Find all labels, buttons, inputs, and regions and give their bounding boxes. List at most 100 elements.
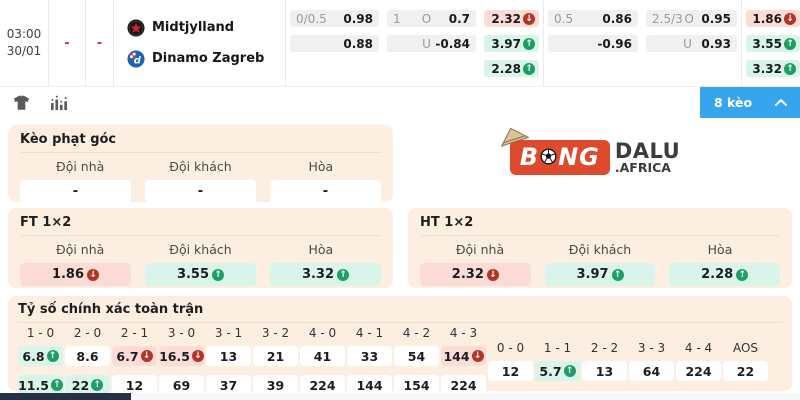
- trend-icon: [784, 37, 796, 50]
- 1x2-home-odds[interactable]: 1.86: [746, 10, 800, 27]
- score-odds-home[interactable]: 8.6: [65, 346, 110, 366]
- teams-column: Midtjylland d Dinamo Zagreb: [114, 0, 286, 86]
- away-team-link[interactable]: d Dinamo Zagreb: [127, 49, 285, 68]
- score-column-draw: 3 - 3 64: [629, 325, 674, 395]
- odds-panels-area: Kèo phạt góc Đội nhà Đội khách Hòa - - -…: [0, 118, 800, 400]
- 1x2-home-odds[interactable]: 2.32: [484, 10, 539, 27]
- ft-away-odds[interactable]: 3.55: [145, 263, 256, 286]
- score-label: 3 - 3: [637, 341, 666, 355]
- score-odds-draw[interactable]: 5.7: [535, 361, 580, 381]
- logo-right-text: DALU .AFRICA: [614, 138, 681, 174]
- score-odds-draw[interactable]: 22: [723, 361, 768, 381]
- kickoff-date: 30/01: [6, 44, 42, 58]
- home-header: Đội nhà: [56, 159, 105, 174]
- ah-home-odds[interactable]: 0.5 0.86: [548, 10, 638, 27]
- trend-icon: [212, 268, 225, 281]
- score-odds-home[interactable]: 33: [347, 346, 392, 366]
- ah-away-odds[interactable]: -0.96: [548, 35, 638, 52]
- overunder-odds-group-2: 2.5/3 O 0.95 U 0.93: [642, 0, 741, 86]
- score-column-draw: 1 - 1 5.7: [535, 325, 580, 395]
- 1x2-draw-odds[interactable]: 3.32: [746, 60, 800, 77]
- 1x2-odds-group-2: 1.86 3.55 3.32: [741, 0, 800, 86]
- corner-odds-panel: Kèo phạt góc Đội nhà Đội khách Hòa - - -: [8, 125, 393, 203]
- under-odds[interactable]: U 0.93: [646, 35, 737, 52]
- score-odds-away[interactable]: 22: [65, 375, 110, 395]
- score-odds-away[interactable]: 69: [159, 375, 204, 395]
- trend-icon: [784, 12, 796, 25]
- score-column: 2 - 0 8.6 22: [65, 325, 110, 395]
- score-odds-away[interactable]: 144: [347, 375, 392, 395]
- score-column-draw: AOS 22: [723, 325, 768, 395]
- score-odds-draw[interactable]: 224: [676, 361, 721, 381]
- dinamo-zagreb-logo-icon: d: [127, 49, 145, 68]
- corner-draw-odds[interactable]: -: [270, 180, 381, 203]
- match-row: 03:00 30/01 - - Midtjylland d: [0, 0, 800, 87]
- 1x2-away-odds[interactable]: 3.55: [746, 35, 800, 52]
- bets-count-label: 8 kèo: [714, 95, 753, 110]
- score-odds-home[interactable]: 54: [394, 346, 439, 366]
- corner-home-odds[interactable]: -: [20, 180, 131, 203]
- score-label: 4 - 3: [449, 326, 478, 340]
- score-odds-home[interactable]: 6.7: [112, 346, 157, 366]
- lineup-jersey-icon[interactable]: [13, 94, 30, 111]
- score-odds-home[interactable]: 21: [253, 346, 298, 366]
- logo-bong-box: B NG: [500, 127, 610, 175]
- corner-away-odds[interactable]: -: [145, 180, 256, 203]
- bongdalu-africa-logo: B NG DALU .AFRICA: [430, 124, 760, 190]
- trend-icon: [140, 350, 153, 362]
- ft-draw-odds[interactable]: 3.32: [270, 263, 381, 286]
- ht-home-odds[interactable]: 2.32: [420, 263, 531, 286]
- score-odds-home[interactable]: 41: [300, 346, 345, 366]
- trend-icon: [191, 350, 204, 362]
- home-team-link[interactable]: Midtjylland: [127, 18, 285, 37]
- ht-away-odds[interactable]: 3.97: [544, 263, 656, 286]
- stats-chart-icon[interactable]: [50, 95, 68, 111]
- score-odds-away[interactable]: 11.5: [18, 375, 63, 395]
- 1x2-odds-group-1: 2.32 3.97 2.28: [480, 0, 543, 86]
- score-odds-draw[interactable]: 12: [488, 361, 533, 381]
- trend-icon: [337, 268, 350, 281]
- ht-draw-odds[interactable]: 2.28: [669, 263, 781, 286]
- over-odds[interactable]: 2.5/3 O 0.95: [646, 10, 737, 27]
- under-odds[interactable]: U -0.84: [387, 35, 476, 52]
- ah-away-odds[interactable]: 0.88: [290, 35, 379, 52]
- bets-count-button[interactable]: 8 kèo: [700, 87, 800, 118]
- score-label: 2 - 0: [73, 326, 102, 340]
- logo-text-b: B: [519, 142, 540, 171]
- score-column: 4 - 1 33 144: [347, 325, 392, 395]
- home-header: Đội nhà: [56, 242, 105, 257]
- score-label: 2 - 1: [120, 326, 149, 340]
- score-column: 4 - 0 41 224: [300, 325, 345, 395]
- home-team-name: Midtjylland: [152, 20, 235, 35]
- score-odds-home[interactable]: 16.5: [159, 346, 204, 366]
- ah-home-odds[interactable]: 0/0.5 0.98: [290, 10, 379, 27]
- score-odds-home[interactable]: 6.8: [18, 346, 63, 366]
- 1x2-draw-odds[interactable]: 2.28: [484, 60, 539, 77]
- score-label: 1 - 1: [543, 341, 572, 355]
- score-label: 1 - 0: [26, 326, 55, 340]
- score-label: 3 - 0: [167, 326, 196, 340]
- panel-title: Kèo phạt góc: [20, 132, 381, 153]
- score-odds-draw[interactable]: 64: [629, 361, 674, 381]
- trend-icon: [784, 62, 796, 75]
- score-odds-away[interactable]: 12: [112, 375, 157, 395]
- logo-text-dalu: DALU: [614, 138, 681, 163]
- score-odds-away[interactable]: 37: [206, 375, 251, 395]
- ht-1x2-panel: HT 1×2 Đội nhà Đội khách Hòa 2.32 3.97 2…: [408, 208, 792, 288]
- handicap-odds-group-2: 0.5 0.86 -0.96: [543, 0, 642, 86]
- score-odds-away[interactable]: 224: [441, 375, 486, 395]
- over-odds[interactable]: 1 O 0.7: [387, 10, 476, 27]
- midtjylland-logo-icon: [127, 18, 145, 37]
- score-odds-away[interactable]: 224: [300, 375, 345, 395]
- score-odds-home[interactable]: 144: [441, 346, 486, 366]
- score-odds-away[interactable]: 39: [253, 375, 298, 395]
- trend-icon: [523, 12, 535, 25]
- ft-home-odds[interactable]: 1.86: [20, 263, 131, 286]
- correct-score-panel: Tỷ số chính xác toàn trận 1 - 0 6.8 11.5 2…: [8, 296, 792, 395]
- score-label: 4 - 1: [355, 326, 384, 340]
- score-odds-draw[interactable]: 13: [582, 361, 627, 381]
- 1x2-away-odds[interactable]: 3.97: [484, 35, 539, 52]
- score-odds-home[interactable]: 13: [206, 346, 251, 366]
- score-odds-away[interactable]: 154: [394, 375, 439, 395]
- trend-icon: [523, 62, 535, 75]
